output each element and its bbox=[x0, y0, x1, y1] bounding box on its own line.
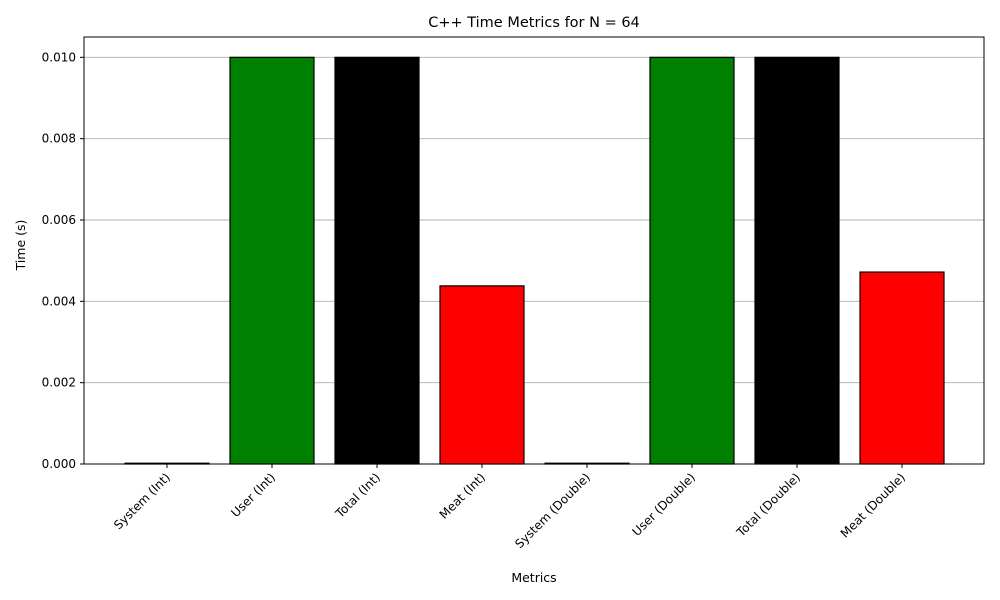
bars bbox=[124, 56, 945, 465]
x-tick-label: User (Int) bbox=[228, 470, 278, 520]
axes-frame bbox=[83, 36, 985, 465]
x-axis-ticks: System (Int) User (Int) Total (Int) Meat (I… bbox=[111, 464, 908, 551]
gridlines bbox=[84, 56, 984, 384]
bar bbox=[859, 271, 945, 465]
x-tick-label: Total (Double) bbox=[733, 470, 803, 540]
y-tick-label: 0.000 bbox=[42, 457, 76, 471]
y-tick-label: 0.010 bbox=[42, 50, 76, 64]
x-axis-label: Metrics bbox=[511, 570, 556, 585]
chart-title: C++ Time Metrics for N = 64 bbox=[428, 15, 640, 31]
x-tick-label: Meat (Double) bbox=[838, 470, 908, 540]
y-tick-label: 0.006 bbox=[42, 213, 76, 227]
bar bbox=[229, 56, 315, 465]
x-tick-label: User (Double) bbox=[629, 470, 698, 539]
bar bbox=[334, 56, 420, 465]
y-tick-label: 0.008 bbox=[42, 132, 76, 146]
x-tick-label: System (Int) bbox=[111, 470, 173, 532]
y-axis-ticks: 0.000 0.002 0.004 0.006 0.008 0.010 bbox=[42, 50, 84, 471]
y-tick-label: 0.002 bbox=[42, 376, 76, 390]
y-tick-label: 0.004 bbox=[42, 294, 76, 308]
x-tick-label: Meat (Int) bbox=[437, 470, 488, 521]
x-tick-label: Total (Int) bbox=[332, 470, 383, 521]
bar bbox=[439, 285, 525, 465]
y-axis-label: Time (s) bbox=[13, 220, 28, 272]
x-tick-label: System (Double) bbox=[512, 470, 593, 551]
bar bbox=[649, 56, 735, 465]
bar bbox=[754, 56, 840, 465]
